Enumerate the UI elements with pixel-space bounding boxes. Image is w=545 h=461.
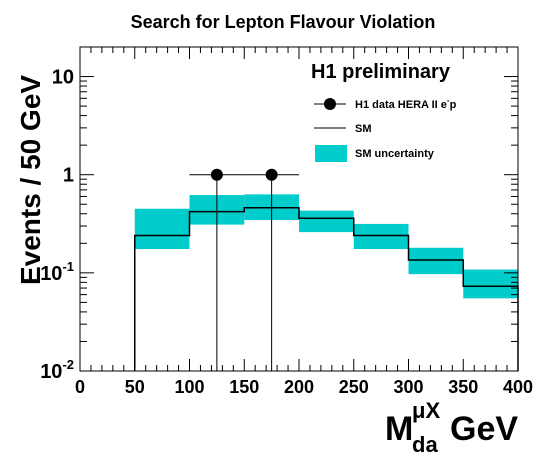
x-tick-label-100: 100 <box>174 377 204 397</box>
y-tick-label-10: 10 <box>52 67 74 89</box>
y-axis-label: Events / 50 GeV <box>15 75 46 285</box>
x-axis-label-unit: GeV <box>450 410 518 448</box>
legend-data-marker <box>324 98 336 110</box>
plot-area: 0 50 100 150 200 250 300 350 400 10-2 10-1 1 10 <box>40 46 533 397</box>
x-tick-label-200: 200 <box>284 377 314 397</box>
h1-preliminary-label: H1 preliminary <box>311 61 451 83</box>
chart-title: Search for Lepton Flavour Violation <box>131 12 436 32</box>
sm-uncertainty-band-0 <box>134 208 190 249</box>
x-tick-label-50: 50 <box>125 377 145 397</box>
y-tick-label-1: 1 <box>63 165 74 187</box>
x-axis-label: M μX da GeV <box>385 398 518 457</box>
data-point-1 <box>265 168 278 181</box>
sm-uncertainty-band-3 <box>299 210 354 233</box>
x-axis-label-subscript: da <box>412 432 438 457</box>
y-tick-label-0.1: 10-1 <box>40 259 74 285</box>
x-tick-label-300: 300 <box>393 377 423 397</box>
sm-uncertainty-band-4 <box>353 223 409 249</box>
legend-data-label: H1 data HERA II e-p <box>355 96 457 111</box>
legend: H1 data HERA II e-p SM SM uncertainty <box>314 96 457 162</box>
legend-sm-uncertainty-box <box>315 145 347 162</box>
x-axis-label-base: M <box>385 410 413 448</box>
legend-sm-label: SM <box>355 123 372 135</box>
x-axis-label-superscript: μX <box>412 398 440 423</box>
sm-uncertainty-band-5 <box>408 247 464 275</box>
legend-sm-uncertainty-label: SM uncertainty <box>355 148 435 160</box>
data-point-0 <box>210 168 223 181</box>
x-tick-label-0: 0 <box>75 377 85 397</box>
x-tick-label-400: 400 <box>503 377 533 397</box>
x-tick-label-150: 150 <box>229 377 259 397</box>
sm-uncertainty-band-6 <box>463 269 518 299</box>
x-tick-label-350: 350 <box>448 377 478 397</box>
y-tick-label-0.01: 10-2 <box>40 357 74 383</box>
sm-histogram-line <box>134 207 519 371</box>
x-tick-label-250: 250 <box>339 377 369 397</box>
